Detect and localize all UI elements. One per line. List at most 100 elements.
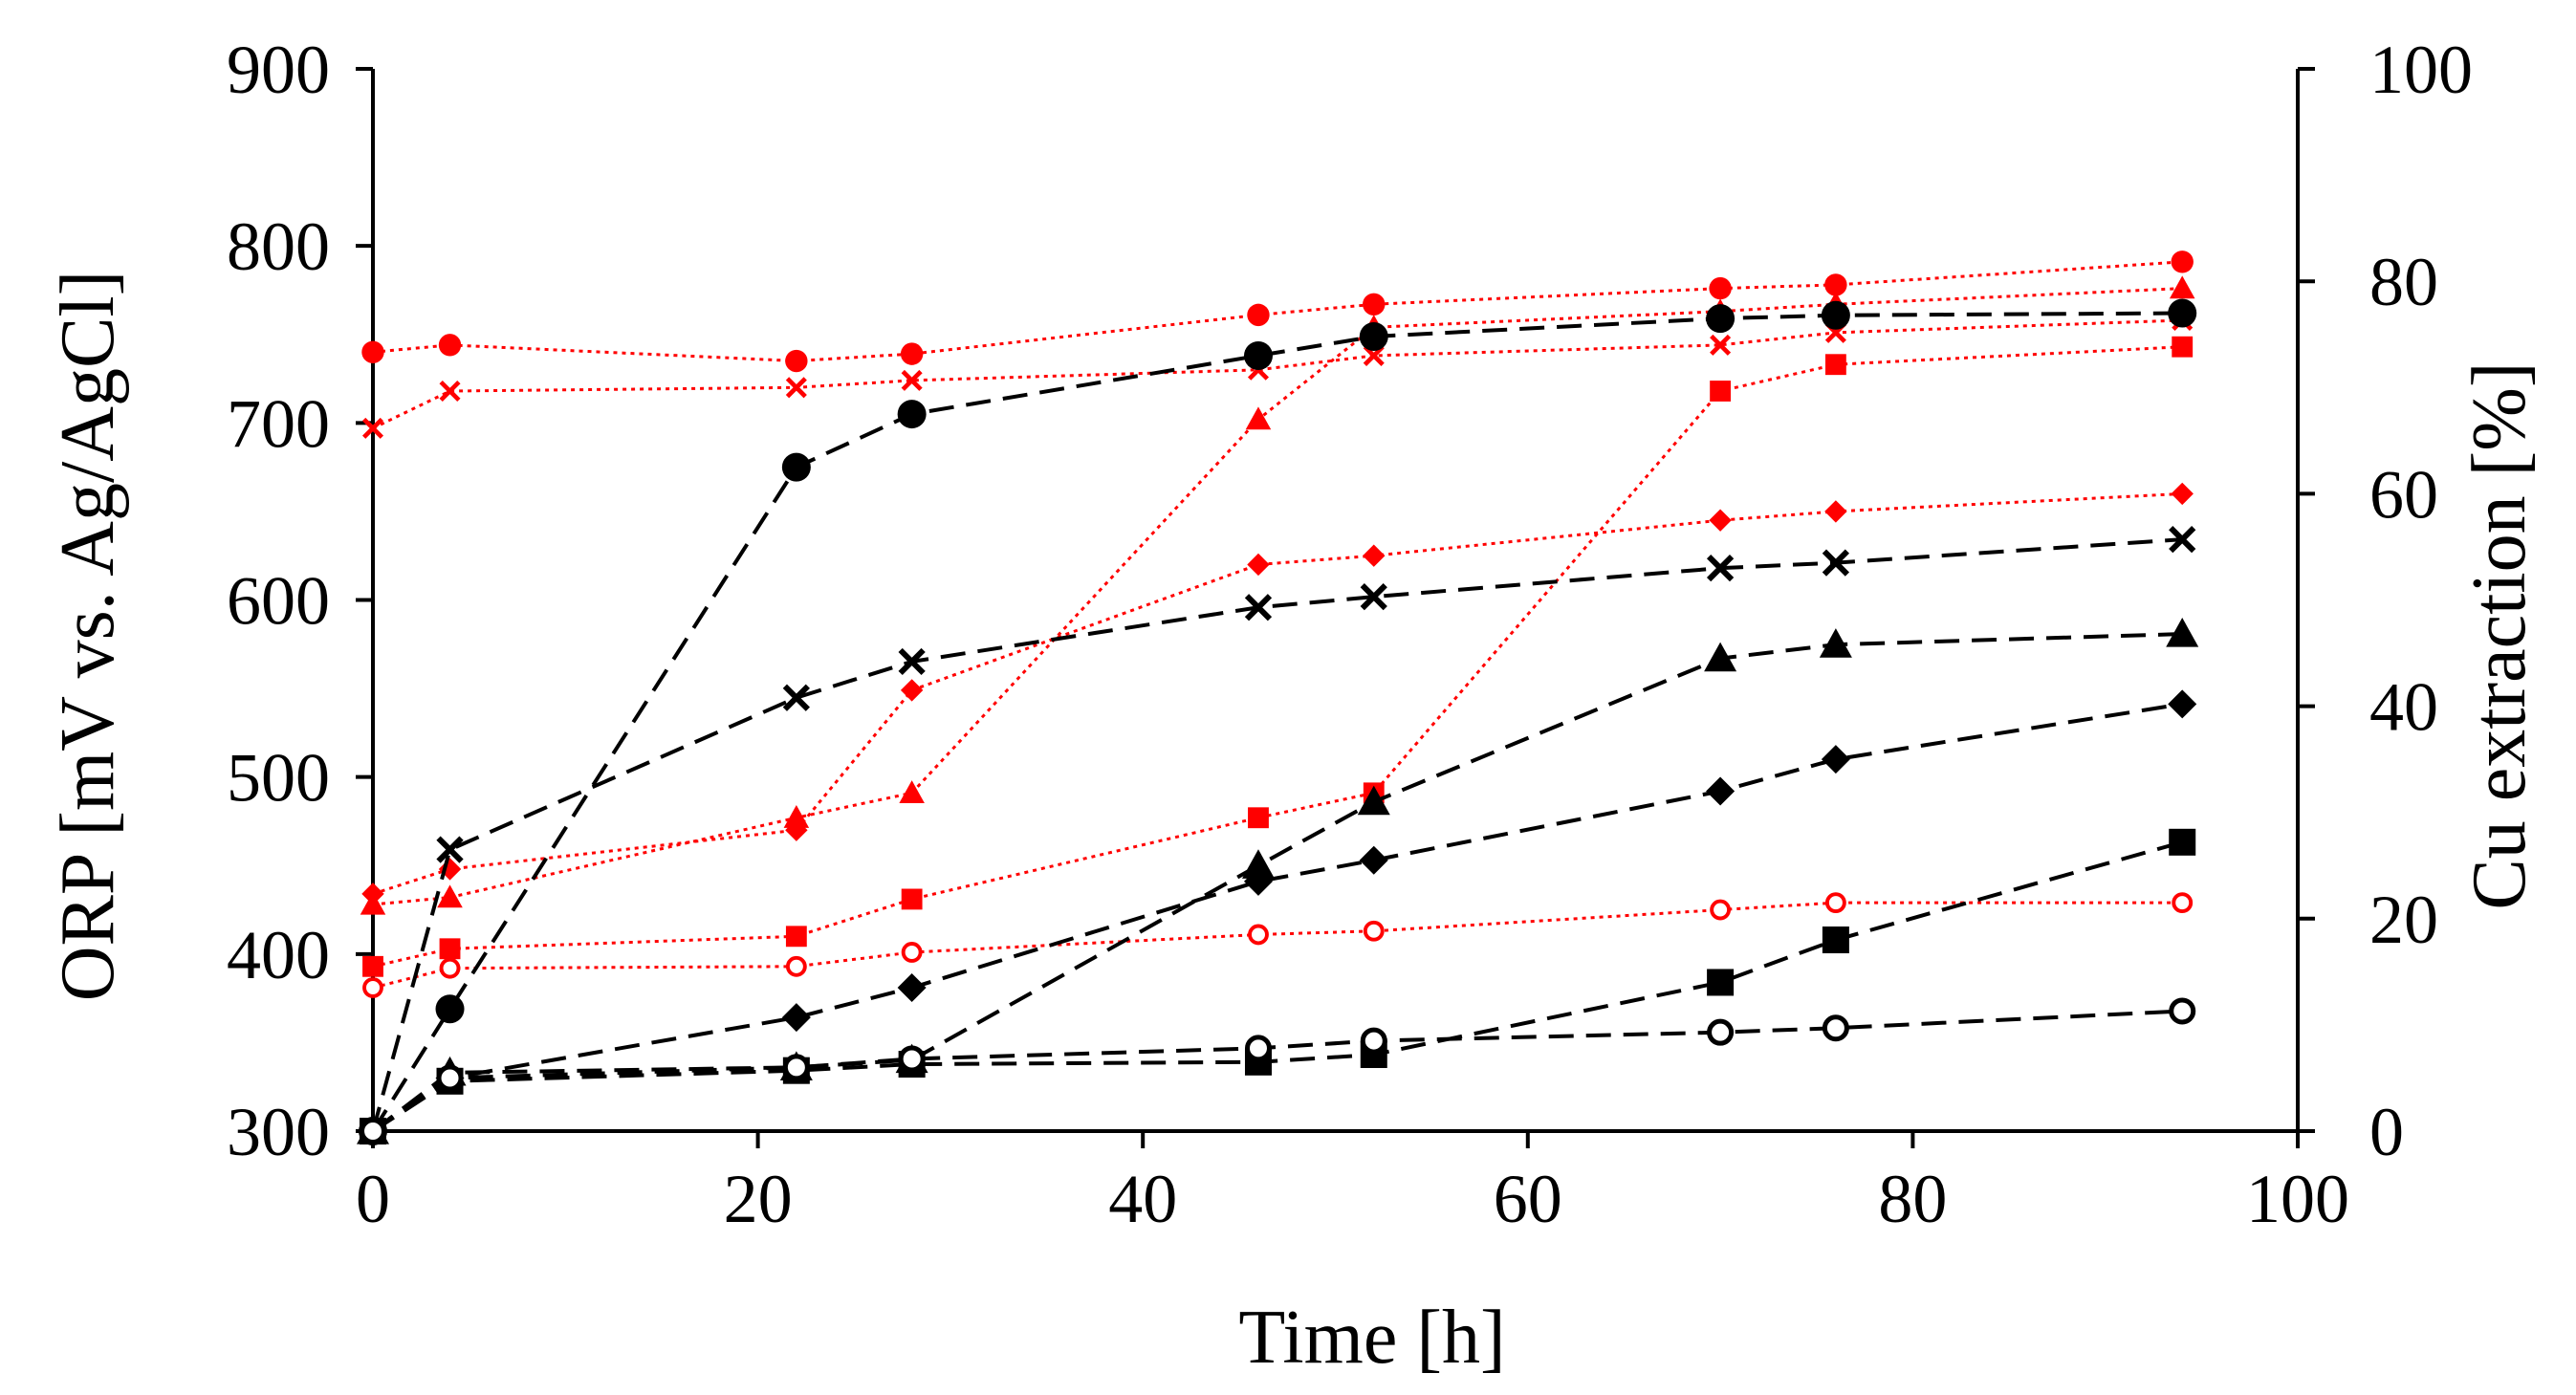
data-point-diamond <box>781 1003 811 1033</box>
labels: Time [h] ORP [mV vs. Ag/AgCl] Cu extract… <box>46 271 2542 1380</box>
data-point-circle <box>1824 273 1847 296</box>
data-point-open-circle <box>2169 997 2196 1025</box>
data-point-x <box>1710 334 1732 356</box>
data-point-diamond <box>1247 553 1270 577</box>
data-point-square <box>1248 807 1269 829</box>
data-point-x <box>1360 583 1387 611</box>
series-line <box>371 311 2183 1133</box>
data-point-x <box>1244 594 1273 621</box>
data-point-square <box>1822 926 1849 954</box>
data-point-diamond <box>1824 500 1847 523</box>
data-point-circle <box>1243 340 1273 370</box>
data-point-open-circle <box>1360 1027 1387 1055</box>
data-point-open-circle <box>901 942 923 963</box>
data-point-diamond <box>1243 866 1273 896</box>
series-line <box>372 345 2183 969</box>
series-line <box>372 901 2183 990</box>
data-point-x <box>898 647 926 676</box>
data-point-circle <box>781 452 811 482</box>
data-point-open-circle <box>898 1045 926 1073</box>
data-point-circle <box>897 400 927 429</box>
y-left-tick-label: 500 <box>227 740 330 817</box>
data-point-triangle <box>2169 275 2195 299</box>
data-point-triangle <box>1819 628 1852 658</box>
y-right-tick-label: 100 <box>2369 32 2473 108</box>
data-point-diamond <box>1359 845 1388 875</box>
y-right-tick-label: 0 <box>2369 1094 2404 1170</box>
data-point-x <box>361 417 384 439</box>
y-right-tick-label: 80 <box>2369 244 2438 320</box>
data-point-triangle <box>1245 406 1272 430</box>
orp-series-diamond <box>361 482 2194 905</box>
data-point-open-circle <box>362 977 383 998</box>
y-left-tick-label: 700 <box>227 385 330 462</box>
y-right-tick-label: 20 <box>2369 882 2438 958</box>
data-point-open-circle <box>439 957 461 979</box>
data-point-open-circle <box>1248 924 1269 946</box>
data-point-circle <box>435 994 465 1024</box>
data-point-x <box>1822 549 1850 577</box>
data-point-circle <box>1706 304 1736 334</box>
data-point-diamond <box>2171 482 2194 506</box>
x-tick-label: 20 <box>724 1161 793 1237</box>
series-line <box>372 287 2183 906</box>
series-line <box>372 318 2183 430</box>
y-right-tick-label: 40 <box>2369 669 2438 746</box>
data-point-diamond <box>1706 776 1736 806</box>
data-point-square <box>1824 354 1846 376</box>
data-point-open-circle <box>360 1118 386 1144</box>
data-point-circle <box>1363 293 1386 316</box>
series-line <box>371 702 2183 1133</box>
data-point-circle <box>1359 321 1388 351</box>
x-tick-label: 0 <box>356 1161 390 1237</box>
y-left-tick-label: 600 <box>227 563 330 640</box>
data-point-square <box>785 926 807 948</box>
series-layer <box>357 251 2199 1145</box>
data-point-diamond <box>1363 544 1386 567</box>
data-point-square <box>1707 969 1735 996</box>
data-point-x <box>1706 555 1735 582</box>
data-point-open-circle <box>1710 899 1732 921</box>
data-point-diamond <box>897 973 927 1003</box>
data-point-x <box>2169 526 2196 554</box>
data-point-open-circle <box>785 955 807 977</box>
data-point-diamond <box>1709 509 1732 532</box>
data-point-x <box>1363 344 1385 366</box>
data-point-open-circle <box>2172 892 2194 914</box>
x-tick-label: 80 <box>1878 1161 1947 1237</box>
data-point-circle <box>1821 300 1850 330</box>
data-point-triangle <box>437 884 463 908</box>
data-point-diamond <box>900 679 924 702</box>
data-point-circle <box>785 349 808 373</box>
data-point-diamond <box>785 818 808 841</box>
data-point-circle <box>900 342 924 365</box>
cu-series-triangle <box>357 618 2199 1144</box>
data-point-open-circle <box>436 1064 464 1092</box>
data-point-x <box>901 369 923 391</box>
data-point-circle <box>361 340 384 363</box>
orp-series-x <box>361 309 2194 439</box>
data-point-triangle <box>1241 849 1275 879</box>
cu-series-circle <box>359 298 2197 1145</box>
data-point-open-circle <box>1244 1035 1272 1062</box>
data-point-triangle <box>1357 785 1390 816</box>
data-point-x <box>782 684 810 711</box>
data-point-triangle <box>899 780 925 803</box>
data-point-square <box>1710 381 1732 402</box>
data-point-circle <box>1709 276 1732 300</box>
series-line <box>371 632 2183 1133</box>
x-tick-label: 60 <box>1494 1161 1562 1237</box>
series-line <box>371 1009 2183 1133</box>
y-left-tick-label: 900 <box>227 32 330 108</box>
y-axis-right-label: Cu extraction [%] <box>2457 361 2542 909</box>
series-line <box>372 491 2183 896</box>
data-point-x <box>436 836 464 863</box>
data-point-square <box>362 955 383 977</box>
x-tick-label: 40 <box>1108 1161 1177 1237</box>
data-point-open-circle <box>782 1054 810 1081</box>
data-point-diamond <box>2168 689 2197 719</box>
orp-series-square <box>362 336 2194 977</box>
y-axis-left-label: ORP [mV vs. Ag/AgCl] <box>46 271 130 1002</box>
series-line <box>371 839 2183 1133</box>
